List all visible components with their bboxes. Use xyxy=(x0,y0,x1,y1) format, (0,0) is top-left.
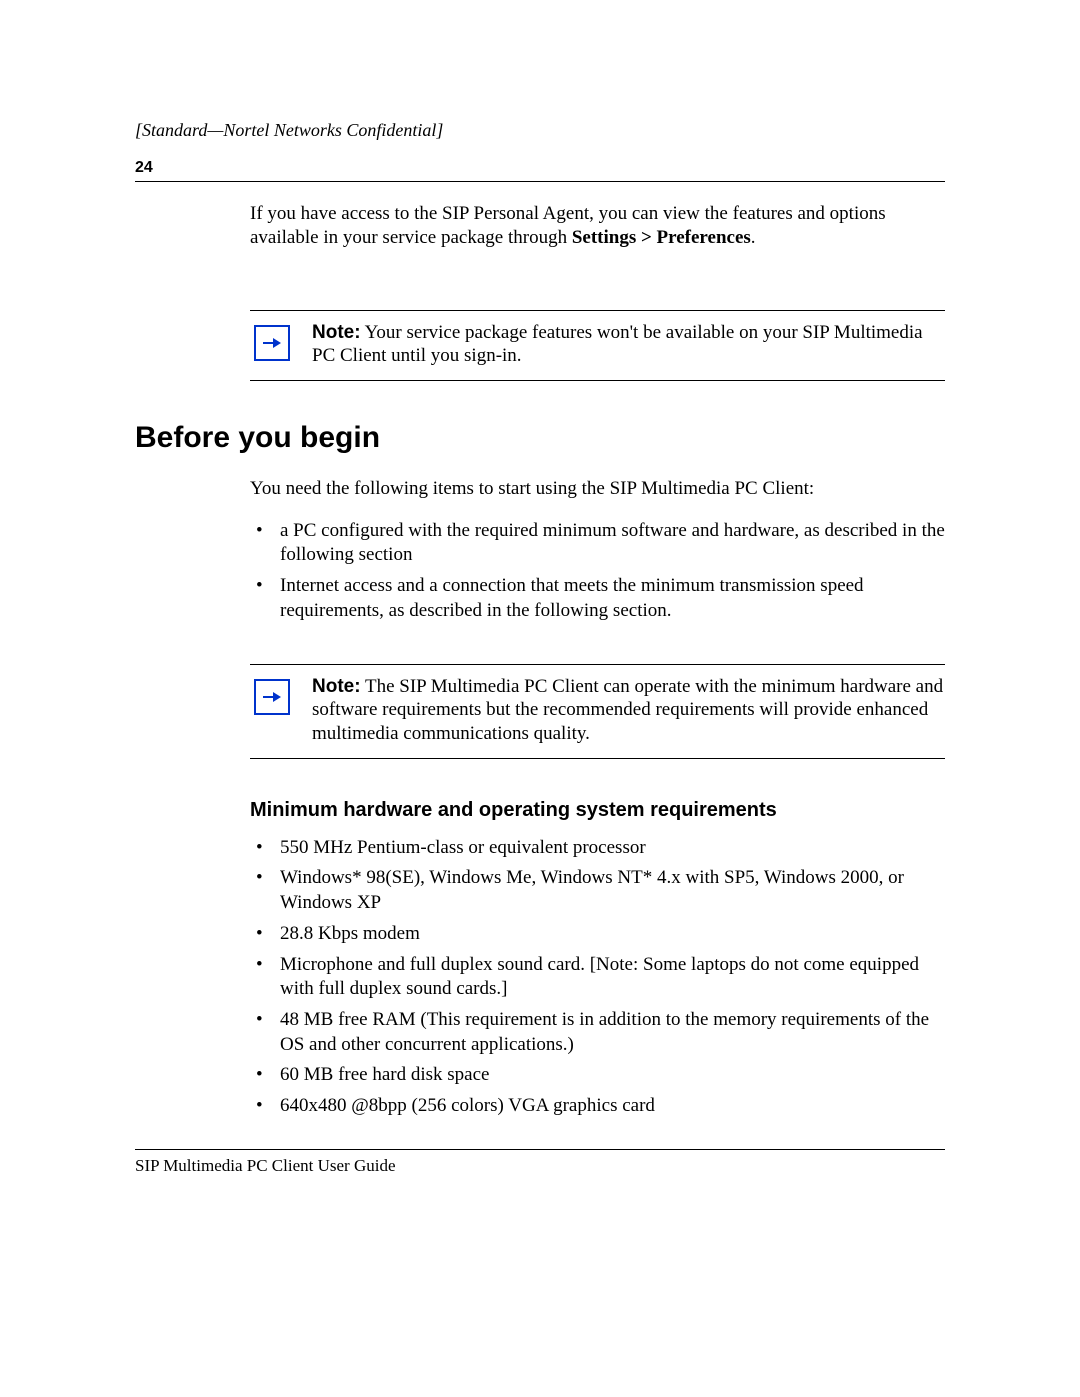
note-text-2: Note: The SIP Multimedia PC Client can o… xyxy=(312,675,945,746)
para-need-items: You need the following items to start us… xyxy=(250,477,945,501)
heading-before-you-begin: Before you begin xyxy=(135,421,945,455)
bullets-min-requirements: 550 MHz Pentium-class or equivalent proc… xyxy=(250,836,945,1119)
list-item: 640x480 @8bpp (256 colors) VGA graphics … xyxy=(250,1094,945,1119)
intro-text-after: . xyxy=(751,227,756,248)
list-item: Microphone and full duplex sound card. [… xyxy=(250,953,945,1002)
note-text-1: Note: Your service package features won'… xyxy=(312,321,945,369)
list-item: Windows* 98(SE), Windows Me, Windows NT*… xyxy=(250,866,945,915)
subheading-min-requirements: Minimum hardware and operating system re… xyxy=(250,799,945,822)
list-item: Internet access and a connection that me… xyxy=(250,574,945,623)
note-row-1: Note: Your service package features won'… xyxy=(250,311,945,381)
footer-text: SIP Multimedia PC Client User Guide xyxy=(135,1156,945,1176)
document-page: [Standard—Nortel Networks Confidential] … xyxy=(0,0,1080,1236)
list-item: 28.8 Kbps modem xyxy=(250,922,945,947)
note-body-1: Your service package features won't be a… xyxy=(312,322,923,367)
list-item: 48 MB free RAM (This requirement is in a… xyxy=(250,1008,945,1057)
note-rule-bottom-1 xyxy=(250,380,945,381)
header-confidential: [Standard—Nortel Networks Confidential] xyxy=(135,120,945,141)
note-label-2: Note: xyxy=(312,676,361,697)
list-item: 60 MB free hard disk space xyxy=(250,1063,945,1088)
list-item: a PC configured with the required minimu… xyxy=(250,519,945,568)
page-number: 24 xyxy=(135,159,945,177)
page-footer: SIP Multimedia PC Client User Guide xyxy=(135,1149,945,1176)
note-rule-bottom-2 xyxy=(250,758,945,759)
list-item: 550 MHz Pentium-class or equivalent proc… xyxy=(250,836,945,861)
header-rule xyxy=(135,181,945,182)
bullets-need-items: a PC configured with the required minimu… xyxy=(250,519,945,624)
note-block-2: Note: The SIP Multimedia PC Client can o… xyxy=(250,664,945,759)
note-row-2: Note: The SIP Multimedia PC Client can o… xyxy=(250,665,945,758)
intro-paragraph: If you have access to the SIP Personal A… xyxy=(250,202,945,250)
footer-rule xyxy=(135,1149,945,1150)
arrow-right-icon xyxy=(254,325,290,361)
note-label-1: Note: xyxy=(312,322,361,343)
intro-text-before: If you have access to the SIP Personal A… xyxy=(250,203,886,248)
min-requirements-section: Minimum hardware and operating system re… xyxy=(250,799,945,1119)
note-body-2: The SIP Multimedia PC Client can operate… xyxy=(312,676,943,745)
section-body: You need the following items to start us… xyxy=(250,477,945,624)
intro-bold: Settings > Preferences xyxy=(572,227,751,248)
intro-paragraph-container: If you have access to the SIP Personal A… xyxy=(250,202,945,250)
note-block-1: Note: Your service package features won'… xyxy=(250,310,945,382)
arrow-right-icon xyxy=(254,679,290,715)
